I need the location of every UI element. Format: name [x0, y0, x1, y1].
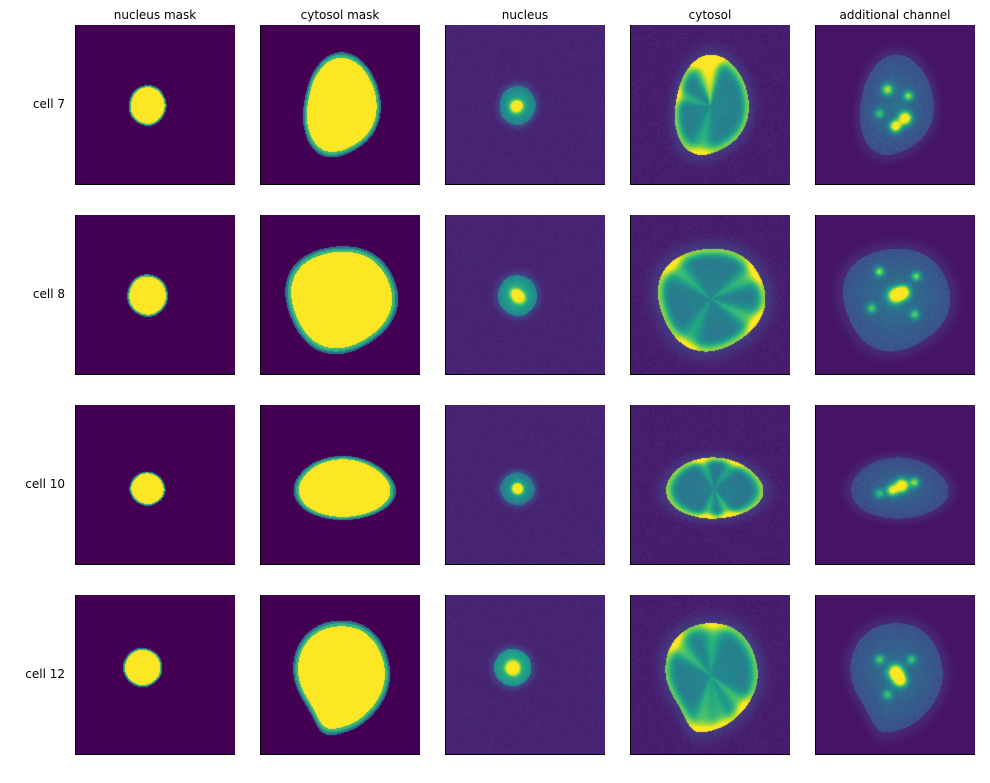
row-label: cell 12 — [0, 667, 65, 681]
image-panel — [260, 215, 420, 375]
cell-image — [260, 595, 420, 755]
cell-image — [260, 25, 420, 185]
cell-image — [445, 405, 605, 565]
cell-image — [815, 215, 975, 375]
cell-image — [630, 215, 790, 375]
image-panel — [630, 25, 790, 185]
cell-image — [445, 595, 605, 755]
image-panel — [75, 215, 235, 375]
image-panel — [445, 25, 605, 185]
image-panel — [815, 595, 975, 755]
image-panel — [445, 215, 605, 375]
image-panel — [630, 595, 790, 755]
column-header: additional channel — [815, 8, 975, 22]
image-panel — [630, 405, 790, 565]
image-panel — [445, 595, 605, 755]
cell-image — [445, 215, 605, 375]
cell-image — [630, 405, 790, 565]
image-panel — [75, 405, 235, 565]
cell-image — [815, 25, 975, 185]
column-header: nucleus — [445, 8, 605, 22]
image-panel — [815, 215, 975, 375]
image-panel — [260, 405, 420, 565]
column-header: cytosol — [630, 8, 790, 22]
image-panel — [75, 25, 235, 185]
row-label: cell 7 — [0, 97, 65, 111]
image-panel — [815, 405, 975, 565]
row-label: cell 8 — [0, 287, 65, 301]
image-panel — [815, 25, 975, 185]
image-panel — [260, 595, 420, 755]
column-header: cytosol mask — [260, 8, 420, 22]
cell-image — [815, 595, 975, 755]
cell-image-grid-figure: nucleus mask cytosol mask nucleus cytosol ad… — [0, 0, 990, 783]
cell-image — [815, 405, 975, 565]
cell-image — [260, 405, 420, 565]
image-panel — [445, 405, 605, 565]
cell-image — [630, 595, 790, 755]
row-label: cell 10 — [0, 477, 65, 491]
image-panel — [75, 595, 235, 755]
cell-image — [75, 215, 235, 375]
cell-image — [260, 215, 420, 375]
image-panel — [630, 215, 790, 375]
cell-image — [75, 595, 235, 755]
cell-image — [630, 25, 790, 185]
cell-image — [75, 405, 235, 565]
cell-image — [445, 25, 605, 185]
column-header: nucleus mask — [75, 8, 235, 22]
image-panel — [260, 25, 420, 185]
cell-image — [75, 25, 235, 185]
